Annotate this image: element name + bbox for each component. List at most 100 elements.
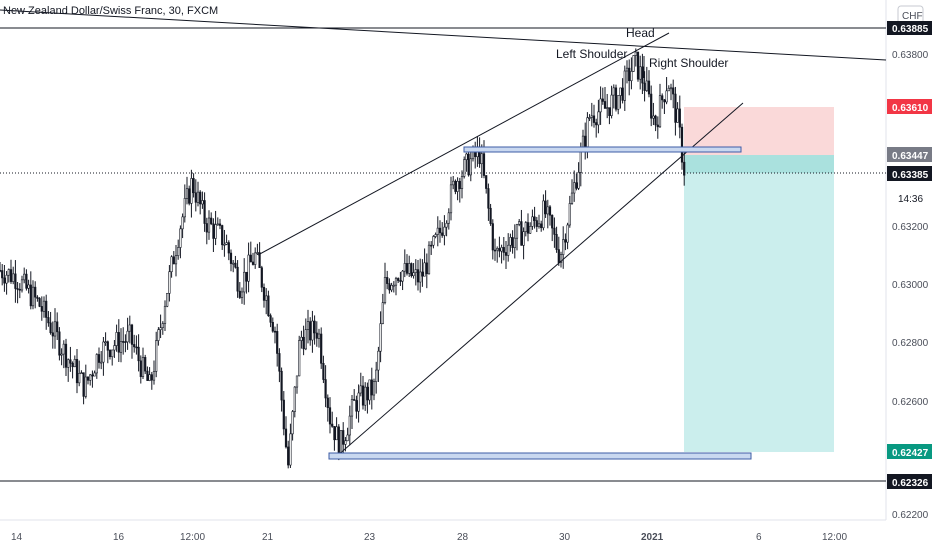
candle-body[interactable] xyxy=(157,329,160,341)
candle-body[interactable] xyxy=(227,242,230,254)
candle-body[interactable] xyxy=(438,227,442,234)
candle-body[interactable] xyxy=(526,222,530,234)
candle-body[interactable] xyxy=(370,379,373,396)
candle-body[interactable] xyxy=(278,353,281,372)
candle-body[interactable] xyxy=(174,255,178,265)
candle-body[interactable] xyxy=(42,300,46,312)
candle-body[interactable] xyxy=(64,343,68,368)
candle-body[interactable] xyxy=(212,223,215,239)
candle-body[interactable] xyxy=(361,385,365,406)
candle-body[interactable] xyxy=(375,369,378,382)
candle-body[interactable] xyxy=(249,254,252,263)
candle-body[interactable] xyxy=(306,321,310,331)
candle-body[interactable] xyxy=(117,332,120,353)
candle-body[interactable] xyxy=(460,176,464,189)
candle-body[interactable] xyxy=(368,379,371,401)
candle-body[interactable] xyxy=(390,285,393,291)
candle-body[interactable] xyxy=(223,244,226,246)
candle-body[interactable] xyxy=(614,87,618,110)
candle-body[interactable] xyxy=(135,346,138,349)
candle-body[interactable] xyxy=(137,346,140,362)
candle-body[interactable] xyxy=(353,399,356,401)
candle-body[interactable] xyxy=(454,180,457,192)
candle-body[interactable] xyxy=(683,161,686,176)
candle-body[interactable] xyxy=(628,67,631,82)
candle-body[interactable] xyxy=(25,273,28,289)
candle-body[interactable] xyxy=(177,247,180,256)
annotation-left-shoulder[interactable]: Left Shoulder xyxy=(556,47,627,61)
candle-body[interactable] xyxy=(322,363,325,380)
candle-body[interactable] xyxy=(529,226,532,234)
candle-body[interactable] xyxy=(542,200,545,229)
candle-body[interactable] xyxy=(504,252,508,256)
candle-body[interactable] xyxy=(29,284,32,307)
candle-body[interactable] xyxy=(449,184,453,214)
candle-body[interactable] xyxy=(269,315,272,323)
candle-body[interactable] xyxy=(535,220,538,227)
candle-body[interactable] xyxy=(608,107,611,116)
candle-body[interactable] xyxy=(14,273,17,289)
candle-body[interactable] xyxy=(463,159,466,177)
candle-body[interactable] xyxy=(313,320,316,334)
candle-body[interactable] xyxy=(170,256,173,273)
candle-body[interactable] xyxy=(557,249,560,263)
candle-body[interactable] xyxy=(300,336,303,341)
candle-body[interactable] xyxy=(531,216,534,227)
candle-body[interactable] xyxy=(80,372,83,375)
candle-body[interactable] xyxy=(67,359,70,368)
candle-body[interactable] xyxy=(632,55,635,72)
candle-body[interactable] xyxy=(1,270,4,279)
candle-body[interactable] xyxy=(16,288,19,290)
candle-body[interactable] xyxy=(271,321,274,332)
candle-body[interactable] xyxy=(416,269,420,283)
candle-body[interactable] xyxy=(654,115,657,126)
candle-body[interactable] xyxy=(610,94,613,116)
candle-body[interactable] xyxy=(562,239,565,255)
candle-body[interactable] xyxy=(485,175,488,189)
candle-body[interactable] xyxy=(289,433,292,466)
candle-body[interactable] xyxy=(240,291,244,298)
candle-body[interactable] xyxy=(280,370,283,401)
candle-body[interactable] xyxy=(507,244,510,256)
candle-body[interactable] xyxy=(590,115,593,118)
candle-body[interactable] xyxy=(678,108,681,128)
candle-body[interactable] xyxy=(181,216,184,230)
candle-body[interactable] xyxy=(498,248,501,252)
candle-body[interactable] xyxy=(91,374,94,377)
candle-body[interactable] xyxy=(326,397,329,408)
candle-body[interactable] xyxy=(93,372,96,377)
candle-body[interactable] xyxy=(392,284,395,287)
candle-body[interactable] xyxy=(232,262,235,265)
candle-body[interactable] xyxy=(408,263,411,274)
candle-body[interactable] xyxy=(196,191,200,203)
candle-body[interactable] xyxy=(643,82,646,91)
candle-body[interactable] xyxy=(548,206,552,216)
candle-body[interactable] xyxy=(122,341,125,343)
candle-body[interactable] xyxy=(496,248,499,251)
candle-body[interactable] xyxy=(667,87,670,92)
candle-body[interactable] xyxy=(210,217,213,225)
annotation-right-shoulder[interactable]: Right Shoulder xyxy=(649,56,728,70)
candle-body[interactable] xyxy=(243,271,246,293)
candle-body[interactable] xyxy=(452,180,455,186)
candle-body[interactable] xyxy=(544,200,547,215)
candle-body[interactable] xyxy=(623,70,626,101)
candle-body[interactable] xyxy=(71,362,74,368)
candle-body[interactable] xyxy=(179,228,182,248)
candle-body[interactable] xyxy=(401,270,404,282)
candle-body[interactable] xyxy=(31,286,35,307)
candle-body[interactable] xyxy=(564,239,567,243)
candle-body[interactable] xyxy=(192,178,195,194)
candle-body[interactable] xyxy=(383,277,387,303)
candle-body[interactable] xyxy=(183,198,186,218)
candle-body[interactable] xyxy=(639,66,642,80)
candle-body[interactable] xyxy=(126,330,129,343)
candle-body[interactable] xyxy=(599,98,602,113)
candle-body[interactable] xyxy=(443,226,446,236)
candle-body[interactable] xyxy=(584,135,587,148)
candle-body[interactable] xyxy=(95,354,98,374)
candle-body[interactable] xyxy=(324,379,327,399)
candle-body[interactable] xyxy=(645,80,648,91)
candle-body[interactable] xyxy=(518,221,521,225)
candle-body[interactable] xyxy=(377,350,380,371)
